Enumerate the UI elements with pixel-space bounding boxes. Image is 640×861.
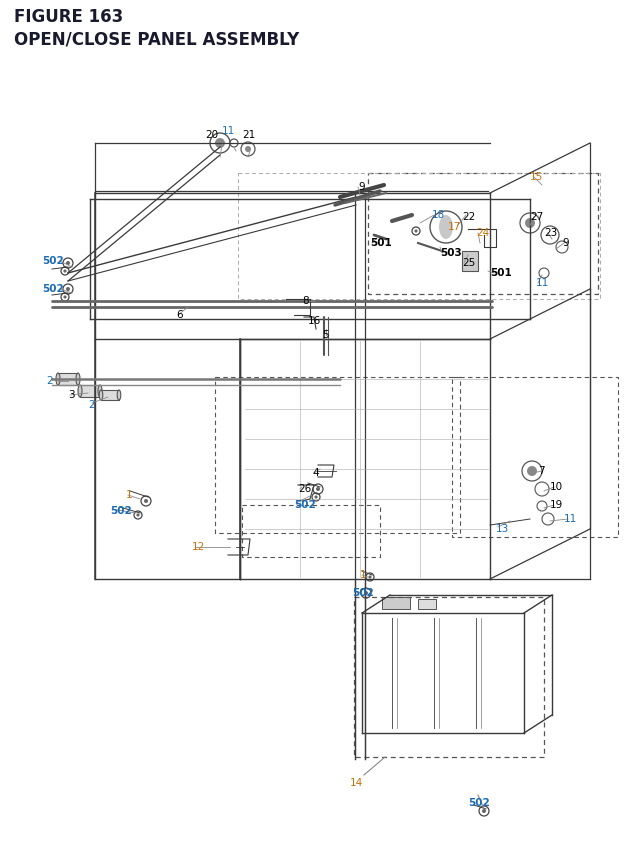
- Text: 13: 13: [496, 523, 509, 533]
- Circle shape: [482, 809, 486, 813]
- Text: 8: 8: [302, 295, 308, 306]
- Text: 12: 12: [192, 542, 205, 551]
- Ellipse shape: [439, 216, 453, 239]
- Ellipse shape: [78, 386, 82, 398]
- Text: 502: 502: [468, 797, 490, 807]
- Circle shape: [63, 270, 67, 273]
- Text: 502: 502: [110, 505, 132, 516]
- Ellipse shape: [98, 386, 102, 398]
- Text: 17: 17: [448, 222, 461, 232]
- Text: 16: 16: [308, 316, 321, 325]
- Circle shape: [66, 262, 70, 266]
- Text: 501: 501: [370, 238, 392, 248]
- Text: FIGURE 163: FIGURE 163: [14, 8, 124, 26]
- Ellipse shape: [117, 391, 121, 400]
- Text: 3: 3: [68, 389, 75, 400]
- Circle shape: [527, 467, 537, 476]
- Text: 9: 9: [358, 182, 365, 192]
- Text: 9: 9: [562, 238, 568, 248]
- Circle shape: [316, 487, 320, 492]
- Text: 1: 1: [126, 489, 132, 499]
- Circle shape: [144, 499, 148, 504]
- Text: 502: 502: [352, 587, 374, 598]
- Bar: [462, 251, 478, 272]
- Circle shape: [215, 139, 225, 149]
- Circle shape: [66, 288, 70, 292]
- Text: 2: 2: [88, 400, 95, 410]
- Circle shape: [364, 592, 368, 595]
- Text: 11: 11: [536, 278, 549, 288]
- Circle shape: [136, 514, 140, 517]
- Circle shape: [63, 296, 67, 300]
- Text: 21: 21: [242, 130, 255, 139]
- Text: 6: 6: [176, 310, 182, 319]
- Bar: [418, 599, 436, 610]
- Text: 7: 7: [538, 466, 545, 475]
- Text: 5: 5: [322, 330, 328, 339]
- Text: 503: 503: [440, 248, 461, 257]
- Text: 27: 27: [530, 212, 543, 222]
- Ellipse shape: [76, 374, 80, 386]
- Text: 4: 4: [312, 468, 319, 478]
- Text: 502: 502: [294, 499, 316, 510]
- Ellipse shape: [56, 374, 60, 386]
- Text: 502: 502: [42, 256, 64, 266]
- Circle shape: [525, 219, 535, 229]
- Text: 25: 25: [462, 257, 476, 268]
- Text: 22: 22: [462, 212, 476, 222]
- Circle shape: [245, 147, 251, 152]
- Circle shape: [369, 576, 372, 579]
- Text: 502: 502: [42, 283, 64, 294]
- Bar: [101, 391, 119, 400]
- Circle shape: [314, 496, 317, 499]
- Text: 24: 24: [476, 228, 489, 238]
- Bar: [58, 374, 78, 386]
- Text: OPEN/CLOSE PANEL ASSEMBLY: OPEN/CLOSE PANEL ASSEMBLY: [14, 30, 300, 48]
- Text: 26: 26: [298, 483, 311, 493]
- Text: 2: 2: [46, 375, 52, 386]
- Text: 15: 15: [530, 172, 543, 182]
- Text: 14: 14: [350, 777, 364, 787]
- Text: 1: 1: [360, 569, 367, 579]
- Ellipse shape: [99, 391, 103, 400]
- Text: 23: 23: [544, 228, 557, 238]
- Bar: [80, 386, 100, 398]
- Text: 18: 18: [432, 210, 445, 220]
- Bar: [382, 598, 410, 610]
- Text: 11: 11: [564, 513, 577, 523]
- Text: 10: 10: [550, 481, 563, 492]
- Circle shape: [415, 230, 418, 233]
- Text: 19: 19: [550, 499, 563, 510]
- Text: 20: 20: [205, 130, 218, 139]
- Text: 11: 11: [222, 126, 236, 136]
- Text: 501: 501: [490, 268, 512, 278]
